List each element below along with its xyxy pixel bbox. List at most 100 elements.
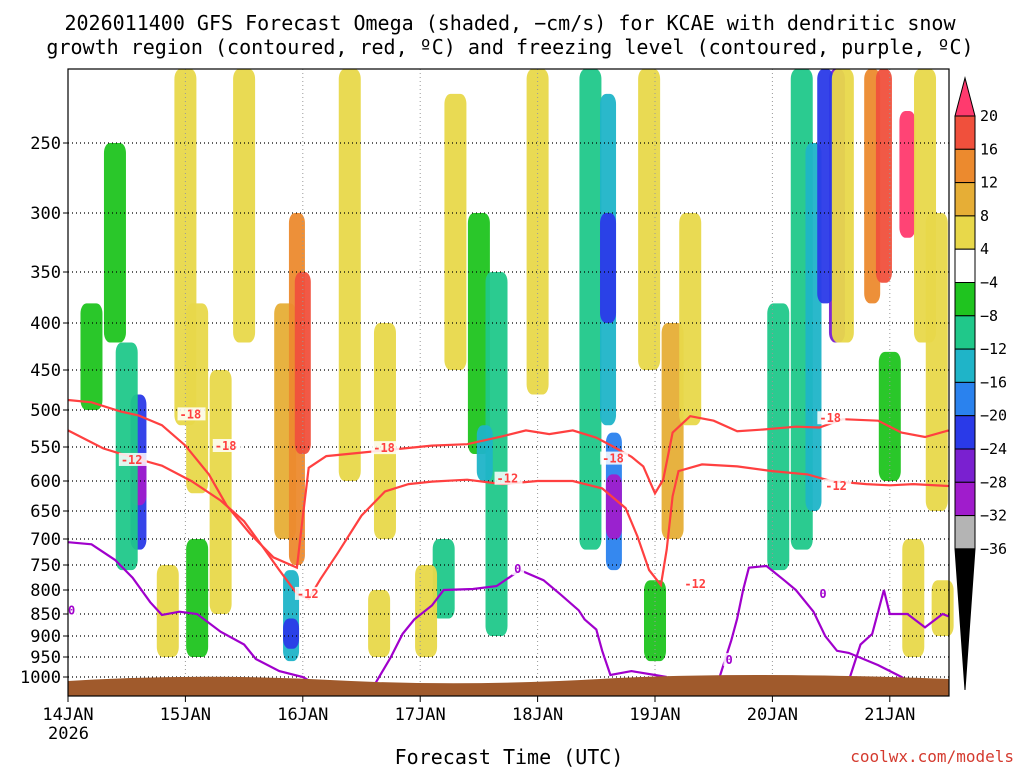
omega-cell-41 (925, 213, 948, 511)
y-tick-label-300: 300 (30, 204, 61, 224)
x-tick-label-20JAN: 20JAN (747, 705, 798, 725)
omega-shading (80, 69, 954, 662)
omega-cell-10 (294, 272, 311, 455)
omega-cell-13 (283, 618, 300, 649)
colorbar-label-8: −16 (980, 373, 1007, 391)
omega-cell-43 (902, 539, 925, 657)
colorbar-swatch-8 (954, 348, 976, 383)
y-tick-label-400: 400 (30, 314, 61, 334)
contour-label-1: -12 (121, 453, 143, 467)
contour-label-3: -18 (373, 441, 395, 455)
contour-label-bg-1 (118, 452, 147, 466)
contour-label-bg-12 (723, 653, 736, 667)
contour-0C-seg-0 (372, 568, 667, 688)
omega-cell-27 (638, 69, 661, 370)
contour-label-bg-4 (294, 586, 323, 600)
colorbar-swatch-5 (954, 248, 976, 283)
colorbar-swatch-4 (954, 215, 976, 250)
y-tick-label-1000: 1000 (20, 668, 61, 688)
colorbar-label-4: 4 (980, 240, 989, 258)
omega-cell-39 (899, 110, 916, 238)
colorbar-swatch-13 (954, 515, 976, 550)
y-tick-label-900: 900 (30, 627, 61, 647)
x-tick-label-14JAN: 14JAN (42, 705, 93, 725)
y-tick-label-500: 500 (30, 401, 61, 421)
grid-lines (67, 69, 949, 696)
y-tick-label-650: 650 (30, 502, 61, 522)
y-tick-label-350: 350 (30, 263, 61, 283)
contour-label-8: -18 (819, 411, 841, 425)
omega-cell-11 (233, 69, 256, 343)
y-tick-label-950: 950 (30, 648, 61, 668)
contour-label-6: -18 (602, 452, 624, 466)
contour-0C (67, 541, 321, 688)
y-tick-label-450: 450 (30, 361, 61, 381)
colorbar-label-1: 16 (980, 140, 998, 158)
x-year-label: 2026 (48, 724, 89, 744)
y-tick-label-850: 850 (30, 605, 61, 625)
colorbar-swatch-1 (954, 115, 976, 150)
omega-cell-29 (679, 213, 702, 426)
colorbar-label-9: −20 (980, 407, 1007, 425)
credit-text: coolwx.com/models (850, 747, 1014, 766)
x-tick-label-16JAN: 16JAN (277, 705, 328, 725)
x-axis-title: Forecast Time (UTC) (395, 745, 624, 768)
contour-label-bg-6 (600, 451, 629, 465)
omega-cell-5 (186, 303, 209, 494)
omega-cell-42 (878, 351, 901, 481)
colorbar-swatch-7 (954, 315, 976, 350)
contour-label-0: -18 (180, 407, 202, 421)
contour-label-bg-9 (823, 479, 852, 493)
omega-cell-48 (368, 590, 391, 657)
x-tick-label-17JAN: 17JAN (395, 705, 446, 725)
omega-cell-35 (817, 69, 834, 304)
omega-cell-6 (209, 370, 232, 614)
contour-label-bg-7 (682, 577, 711, 591)
x-tick-label-15JAN: 15JAN (160, 705, 211, 725)
omega-cell-26 (600, 213, 617, 323)
omega-cell-38 (875, 69, 892, 283)
colorbar-label-13: −36 (980, 540, 1007, 558)
x-tick-label-19JAN: 19JAN (629, 705, 680, 725)
colorbar-swatch-11 (954, 448, 976, 483)
colorbar-label-5: −4 (980, 274, 998, 292)
omega-cell-46 (80, 303, 103, 410)
colorbar-label-7: −12 (980, 340, 1007, 358)
colorbar-label-2: 12 (980, 174, 998, 192)
colorbar: 20 16 12 8 4 −4 −8 −12 −16 −20 −24 −28 −32 −36 (954, 76, 1007, 691)
contour-label-bg-13 (817, 586, 830, 600)
contour-label-13: 0 (819, 587, 826, 601)
contour-label-2: -18 (215, 439, 237, 453)
contour-label-7: -12 (684, 577, 706, 591)
omega-cell-36 (831, 69, 854, 343)
terrain (68, 675, 949, 696)
omega-cell-7 (186, 539, 209, 657)
contour-label-9: -12 (825, 479, 847, 493)
contour--18C (67, 398, 949, 570)
x-tick-label-21JAN: 21JAN (864, 705, 915, 725)
colorbar-swatch-2 (954, 148, 976, 184)
contour-label-bg-0 (177, 407, 206, 421)
y-tick-label-600: 600 (30, 472, 61, 492)
colorbar-label-11: −28 (980, 473, 1007, 491)
omega-cell-31 (767, 303, 790, 571)
omega-cell-25 (605, 474, 622, 539)
omega-cell-18 (467, 213, 490, 455)
contour-0C-seg-1 (847, 589, 949, 682)
omega-cell-3 (103, 143, 126, 343)
x-axis: 14JAN 15JAN 16JAN 17JAN 18JAN 19JAN 20JAN 21JAN (42, 696, 915, 725)
contour-label-bg-10 (66, 603, 78, 617)
omega-cell-22 (579, 69, 602, 550)
plot-border (67, 68, 950, 697)
colorbar-swatch-6 (954, 282, 976, 317)
chart-title-line1: 2026011400 GFS Forecast Omega (shaded, −… (64, 11, 956, 35)
colorbar-swatch-10 (954, 415, 976, 450)
contour-label-bg-5 (494, 471, 523, 485)
colorbar-bottom-arrow (954, 548, 976, 691)
x-tick-label-18JAN: 18JAN (512, 705, 563, 725)
contour-label-11: 0 (514, 562, 521, 576)
y-tick-label-750: 750 (30, 556, 61, 576)
contour-label-4: -12 (297, 587, 319, 601)
colorbar-swatch-3 (954, 182, 976, 217)
